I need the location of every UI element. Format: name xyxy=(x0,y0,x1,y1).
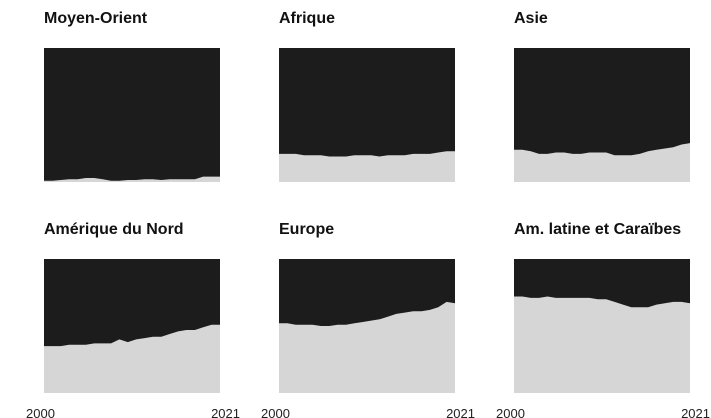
x-tick-label: 2021 xyxy=(681,406,710,418)
light-area xyxy=(279,301,455,393)
light-area xyxy=(44,176,220,182)
light-area xyxy=(514,296,690,393)
panel: Am. latine et Caraïbes 2000 2021 xyxy=(496,221,710,418)
panel: Europe 2000 2021 xyxy=(261,221,475,418)
panel-title: Asie xyxy=(514,10,548,27)
panel-title: Afrique xyxy=(279,10,335,27)
panel: Afrique xyxy=(279,10,455,182)
light-area xyxy=(44,324,220,393)
panel-title: Am. latine et Caraïbes xyxy=(514,221,681,238)
x-tick-label: 2000 xyxy=(26,406,55,418)
x-tick-label: 2021 xyxy=(446,406,475,418)
x-tick-label: 2000 xyxy=(261,406,290,418)
light-area xyxy=(514,143,690,182)
light-area xyxy=(279,151,455,182)
dark-area xyxy=(44,48,220,182)
panel-title: Europe xyxy=(279,221,334,238)
panel-title: Moyen-Orient xyxy=(44,10,148,27)
panel: Amérique du Nord 2000 2021 xyxy=(26,221,240,418)
x-tick-label: 2021 xyxy=(211,406,240,418)
panel: Asie xyxy=(514,10,690,182)
panel: Moyen-Orient xyxy=(44,10,220,182)
x-tick-label: 2000 xyxy=(496,406,525,418)
panel-title: Amérique du Nord xyxy=(44,221,184,238)
